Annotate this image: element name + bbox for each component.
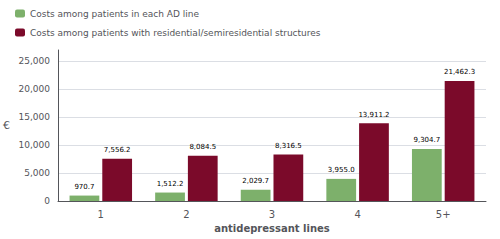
svg-text:0: 0: [44, 196, 50, 206]
svg-text:21,462.3: 21,462.3: [444, 68, 475, 76]
svg-text:5,000: 5,000: [24, 168, 50, 178]
svg-text:970.7: 970.7: [74, 183, 94, 191]
svg-text:€: €: [3, 119, 10, 132]
svg-text:3,955.0: 3,955.0: [328, 166, 355, 174]
svg-text:7,556.2: 7,556.2: [104, 146, 131, 154]
svg-text:Costs among patients in each A: Costs among patients in each AD line: [30, 9, 199, 19]
svg-text:antidepressant lines: antidepressant lines: [214, 223, 330, 234]
svg-text:25,000: 25,000: [19, 56, 51, 66]
svg-text:8,084.5: 8,084.5: [189, 143, 216, 151]
svg-text:13,911.2: 13,911.2: [358, 111, 389, 119]
svg-text:2: 2: [183, 209, 189, 220]
svg-text:15,000: 15,000: [19, 112, 51, 122]
svg-text:3: 3: [269, 209, 275, 220]
svg-text:10,000: 10,000: [19, 140, 51, 150]
svg-text:5+: 5+: [436, 209, 451, 220]
svg-text:Costs among patients with resi: Costs among patients with residential/se…: [30, 28, 321, 38]
svg-text:1,512.2: 1,512.2: [157, 180, 184, 188]
svg-text:2,029.7: 2,029.7: [242, 177, 269, 185]
svg-text:4: 4: [354, 209, 360, 220]
svg-text:9,304.7: 9,304.7: [413, 136, 440, 144]
svg-text:20,000: 20,000: [19, 84, 51, 94]
svg-text:1: 1: [98, 209, 104, 220]
svg-text:8,316.5: 8,316.5: [275, 142, 302, 150]
